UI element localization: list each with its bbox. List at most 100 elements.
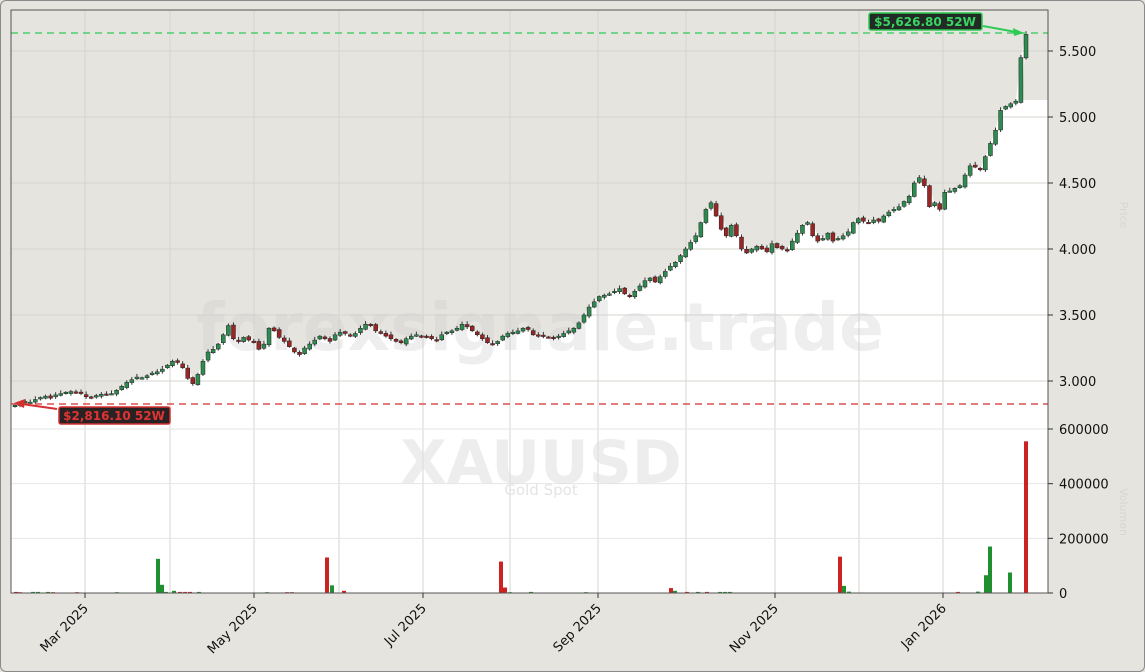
candle bbox=[139, 377, 145, 380]
candle bbox=[947, 190, 953, 193]
candle bbox=[632, 290, 638, 298]
volume-bar bbox=[705, 591, 709, 593]
volume-bar bbox=[956, 591, 960, 593]
candle bbox=[708, 202, 714, 209]
candle bbox=[434, 339, 439, 342]
candle bbox=[983, 156, 988, 171]
time-tick-label: Nov 2025 bbox=[727, 601, 782, 656]
volume-bar bbox=[673, 590, 677, 593]
candle bbox=[419, 335, 424, 338]
candle bbox=[820, 238, 826, 241]
candle bbox=[515, 330, 521, 334]
candle bbox=[469, 325, 475, 332]
candle bbox=[256, 341, 262, 350]
candle bbox=[561, 333, 566, 337]
candle bbox=[744, 249, 749, 254]
candle bbox=[276, 329, 282, 338]
candle bbox=[266, 327, 272, 346]
candle bbox=[322, 336, 328, 340]
candle bbox=[195, 374, 201, 385]
candle bbox=[800, 224, 805, 234]
volume-bar bbox=[156, 558, 160, 593]
candle bbox=[586, 306, 592, 317]
candle bbox=[993, 129, 998, 145]
volume-bar bbox=[499, 561, 503, 593]
volume-bar bbox=[164, 591, 168, 593]
watermark-subtitle: Gold Spot bbox=[504, 481, 577, 499]
candle bbox=[652, 276, 658, 283]
volume-bar bbox=[503, 587, 507, 593]
volume-bar bbox=[728, 591, 732, 593]
candle bbox=[190, 377, 196, 384]
candle bbox=[876, 218, 881, 222]
volume-bar bbox=[160, 584, 164, 593]
candle bbox=[510, 331, 516, 334]
candle bbox=[576, 322, 582, 329]
candle bbox=[678, 255, 683, 262]
candle bbox=[713, 203, 719, 217]
candle bbox=[932, 202, 937, 206]
volume-tick-label: 400000 bbox=[1059, 478, 1109, 493]
candle bbox=[114, 389, 119, 395]
candle bbox=[1008, 103, 1014, 108]
candle bbox=[109, 393, 114, 396]
candle bbox=[891, 209, 897, 212]
candle bbox=[444, 331, 450, 334]
candle bbox=[825, 232, 831, 240]
candle bbox=[927, 185, 932, 208]
candle bbox=[205, 351, 211, 361]
candle bbox=[63, 391, 69, 394]
candle bbox=[901, 201, 907, 207]
candle bbox=[505, 333, 511, 337]
volume-bar bbox=[36, 591, 40, 593]
watermark-symbol: XAUUSD bbox=[400, 428, 681, 498]
watermark-site: forexsignale.trade bbox=[196, 289, 884, 366]
price-tick-label: 3.500 bbox=[1059, 309, 1096, 324]
high-52w-label: $5,626.80 52W bbox=[874, 15, 976, 29]
candle bbox=[957, 185, 963, 189]
volume-bar bbox=[838, 556, 842, 593]
volume-bar bbox=[669, 588, 673, 593]
candle bbox=[962, 174, 968, 188]
candle bbox=[149, 372, 155, 375]
candle bbox=[302, 347, 307, 355]
candle bbox=[348, 334, 353, 337]
candle bbox=[607, 293, 612, 296]
candle bbox=[403, 338, 409, 345]
candle bbox=[180, 363, 185, 369]
candle bbox=[917, 177, 922, 183]
volume-bar bbox=[330, 585, 334, 593]
volume-bar bbox=[529, 591, 533, 593]
candle bbox=[627, 294, 632, 297]
candle bbox=[637, 285, 643, 291]
candle bbox=[449, 330, 455, 333]
candle bbox=[73, 391, 79, 394]
candle bbox=[805, 222, 810, 225]
volume-bar bbox=[14, 591, 18, 593]
candle bbox=[200, 360, 206, 375]
volume-tick-label: 0 bbox=[1059, 587, 1067, 602]
candle bbox=[642, 280, 648, 288]
candle bbox=[556, 335, 561, 338]
candle bbox=[373, 324, 378, 332]
candle bbox=[952, 188, 958, 192]
candle bbox=[683, 248, 688, 258]
candle bbox=[175, 360, 180, 363]
candle bbox=[124, 382, 130, 388]
candle bbox=[480, 334, 485, 340]
candle bbox=[541, 334, 546, 337]
candle bbox=[129, 379, 135, 383]
volume-bar bbox=[1008, 572, 1012, 593]
candle bbox=[759, 246, 765, 250]
candle bbox=[398, 340, 404, 343]
candle bbox=[942, 191, 947, 210]
candle bbox=[475, 331, 480, 336]
candle bbox=[703, 209, 709, 223]
candle bbox=[221, 334, 226, 343]
low-52w-annotation: $2,816.10 52W bbox=[14, 399, 171, 425]
time-tick-label: Mar 2025 bbox=[38, 601, 92, 655]
volume-bar bbox=[718, 591, 722, 593]
candle bbox=[754, 246, 759, 251]
candle bbox=[297, 351, 302, 355]
candle bbox=[383, 332, 389, 337]
